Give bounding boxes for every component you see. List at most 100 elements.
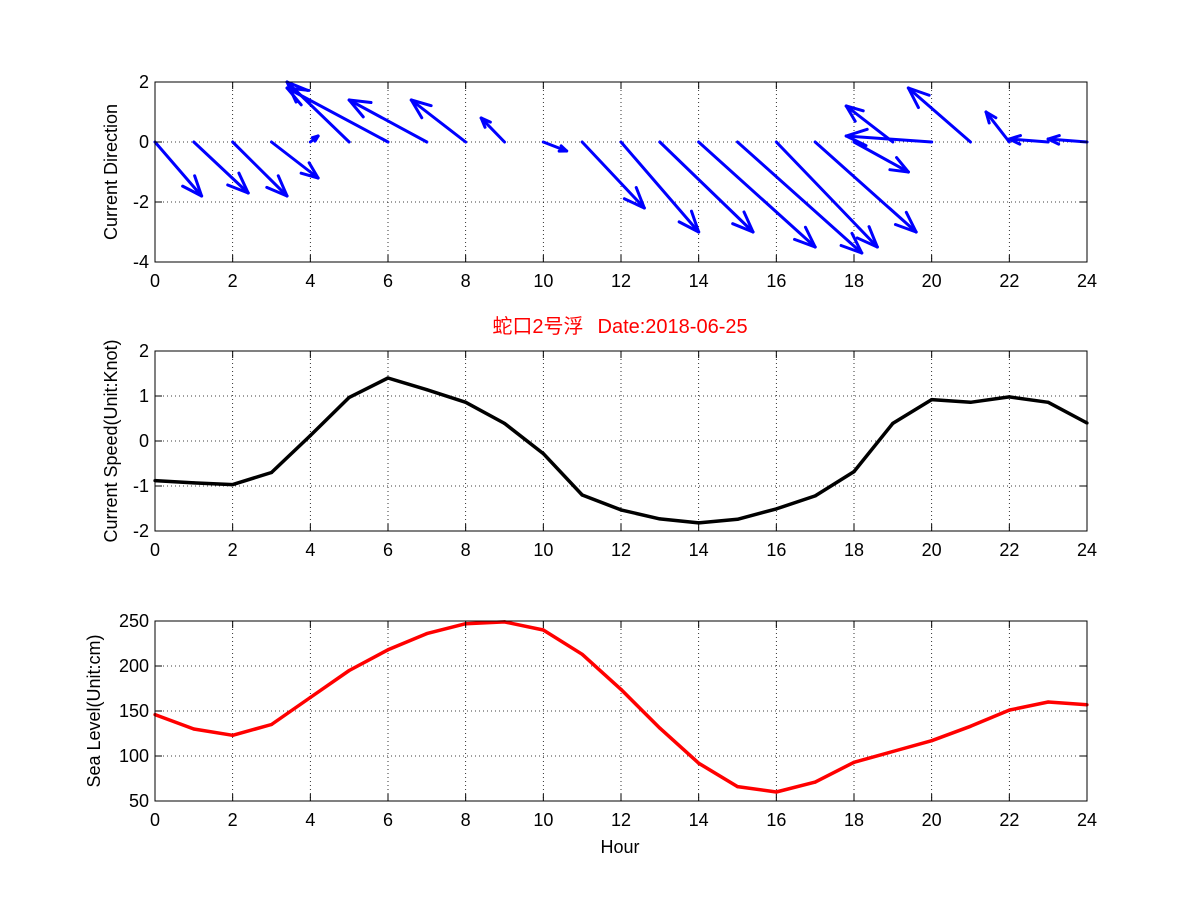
sealevel-xtick-label: 14 bbox=[689, 810, 709, 830]
sealevel-data-point bbox=[852, 760, 856, 764]
speed-data-point bbox=[347, 395, 351, 399]
speed-xtick-label: 4 bbox=[305, 540, 315, 560]
speed-xtick-label: 8 bbox=[461, 540, 471, 560]
sealevel-data-point bbox=[580, 652, 584, 656]
sealevel-data-point bbox=[1007, 708, 1011, 712]
sealevel-xtick-label: 18 bbox=[844, 810, 864, 830]
sealevel-ytick-label: 50 bbox=[129, 791, 149, 811]
direction-ytick-label: 0 bbox=[139, 132, 149, 152]
speed-data-point bbox=[308, 434, 312, 438]
speed-data-point bbox=[697, 521, 701, 525]
speed-xtick-label: 0 bbox=[150, 540, 160, 560]
speed-data-point bbox=[1046, 400, 1050, 404]
current-vector-arrow bbox=[984, 110, 1011, 144]
direction-xtick-label: 24 bbox=[1077, 271, 1097, 291]
sea-level-xlabel: Hour bbox=[600, 837, 639, 857]
chart-title-station: 蛇口2号浮 bbox=[492, 315, 583, 338]
sealevel-xtick-label: 8 bbox=[461, 810, 471, 830]
direction-xtick-label: 16 bbox=[766, 271, 786, 291]
speed-xtick-label: 20 bbox=[922, 540, 942, 560]
speed-data-point bbox=[658, 517, 662, 521]
sea-level-ylabel: Sea Level(Unit:cm) bbox=[84, 634, 104, 787]
current-vector-arrow bbox=[153, 140, 204, 198]
sealevel-xtick-label: 0 bbox=[150, 810, 160, 830]
sealevel-xtick-label: 12 bbox=[611, 810, 631, 830]
speed-xtick-label: 12 bbox=[611, 540, 631, 560]
current-vector-arrow bbox=[619, 140, 701, 234]
speed-data-point bbox=[425, 388, 429, 392]
direction-xtick-label: 10 bbox=[533, 271, 553, 291]
speed-xtick-label: 18 bbox=[844, 540, 864, 560]
speed-data-point bbox=[619, 508, 623, 512]
sealevel-data-point bbox=[231, 733, 235, 737]
current-vector-arrow bbox=[192, 140, 250, 195]
sealevel-data-point bbox=[425, 632, 429, 636]
sealevel-data-point bbox=[735, 785, 740, 789]
sealevel-xtick-label: 24 bbox=[1077, 810, 1097, 830]
sealevel-ytick-label: 200 bbox=[119, 656, 149, 676]
sealevel-data-point bbox=[891, 749, 895, 754]
sealevel-xtick-label: 10 bbox=[533, 810, 553, 830]
speed-data-point bbox=[464, 400, 468, 404]
current-vector-arrow bbox=[844, 127, 934, 148]
speed-data-point bbox=[891, 421, 895, 426]
sealevel-data-point bbox=[1046, 700, 1050, 704]
speed-ytick-label: 2 bbox=[139, 341, 149, 361]
speed-data-point bbox=[192, 481, 196, 485]
sealevel-ytick-label: 250 bbox=[119, 611, 149, 631]
sealevel-xtick-label: 6 bbox=[383, 810, 393, 830]
direction-xtick-label: 2 bbox=[228, 271, 238, 291]
current-vector-arrow bbox=[231, 140, 289, 198]
speed-ytick-label: -1 bbox=[133, 476, 149, 496]
current-direction-ylabel: Current Direction bbox=[101, 104, 121, 240]
speed-data-point bbox=[386, 376, 390, 380]
speed-ytick-label: 0 bbox=[139, 431, 149, 451]
sealevel-ytick-label: 150 bbox=[119, 701, 149, 721]
sealevel-xtick-label: 22 bbox=[999, 810, 1019, 830]
current-vector-arrow bbox=[285, 86, 390, 144]
direction-xtick-label: 20 bbox=[922, 271, 942, 291]
sealevel-data-point bbox=[386, 648, 390, 652]
sealevel-data-point bbox=[968, 724, 973, 728]
sealevel-data-point bbox=[541, 628, 545, 632]
current-vector-arrow bbox=[479, 116, 506, 144]
speed-data-point bbox=[1007, 395, 1011, 399]
sealevel-data-point bbox=[774, 790, 778, 794]
chart-title: 蛇口2号浮 Date:2018-06-25 bbox=[492, 315, 747, 338]
speed-xtick-label: 10 bbox=[533, 540, 553, 560]
sealevel-data-point bbox=[658, 726, 662, 730]
current-vector-arrow bbox=[844, 104, 895, 144]
sealevel-xtick-label: 2 bbox=[228, 810, 238, 830]
current-vector-arrow bbox=[813, 140, 918, 234]
sealevel-xtick-label: 16 bbox=[766, 810, 786, 830]
speed-xtick-label: 2 bbox=[228, 540, 238, 560]
direction-ytick-label: -2 bbox=[133, 192, 149, 212]
speed-xtick-label: 16 bbox=[766, 540, 786, 560]
speed-ytick-label: 1 bbox=[139, 386, 149, 406]
current-vector-arrow bbox=[906, 86, 972, 144]
current-vector-arrow bbox=[409, 98, 468, 144]
speed-data-point bbox=[735, 517, 740, 521]
direction-xtick-label: 8 bbox=[461, 271, 471, 291]
speed-data-point bbox=[541, 452, 545, 456]
speed-xtick-label: 14 bbox=[689, 540, 709, 560]
direction-xtick-label: 12 bbox=[611, 271, 631, 291]
current-vector-arrow bbox=[347, 98, 429, 144]
sealevel-data-point bbox=[697, 761, 701, 765]
direction-xtick-label: 4 bbox=[305, 271, 315, 291]
speed-data-point bbox=[269, 470, 274, 475]
speed-data-point bbox=[580, 493, 584, 497]
current-speed-ylabel: Current Speed(Unit:Knot) bbox=[101, 339, 121, 542]
speed-data-point bbox=[852, 470, 856, 474]
current-vector-arrow bbox=[736, 140, 864, 255]
sealevel-data-point bbox=[347, 668, 351, 673]
sealevel-ytick-label: 100 bbox=[119, 746, 149, 766]
speed-data-point bbox=[502, 421, 507, 426]
direction-xtick-label: 14 bbox=[689, 271, 709, 291]
current-vector-arrow bbox=[697, 140, 817, 249]
sealevel-data-point bbox=[813, 780, 817, 784]
current-vector-arrow bbox=[1007, 134, 1050, 146]
speed-xtick-label: 22 bbox=[999, 540, 1019, 560]
direction-xtick-label: 18 bbox=[844, 271, 864, 291]
